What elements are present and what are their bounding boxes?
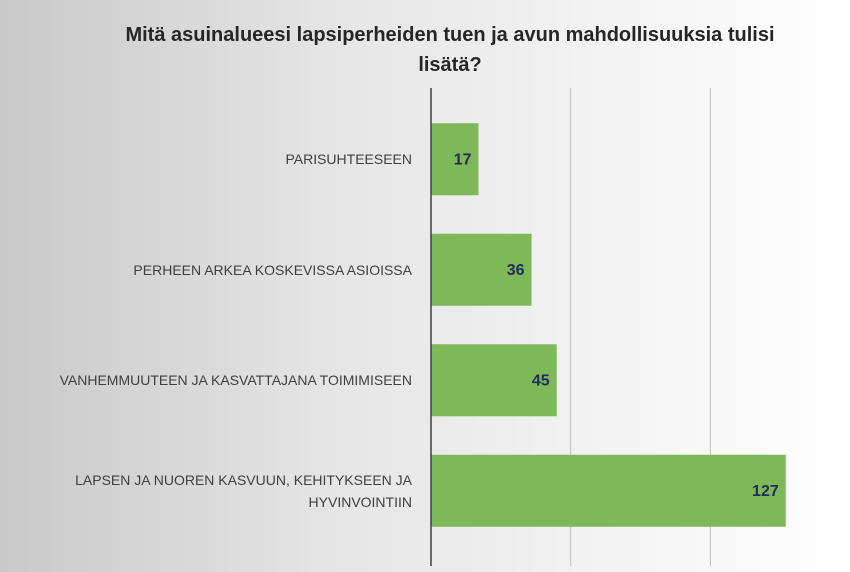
category-label: PARISUHTEESEEN (285, 151, 412, 168)
category-label: PERHEEN ARKEA KOSKEVISSA ASIOISSA (133, 261, 412, 278)
chart-title: Mitä asuinalueesi lapsiperheiden tuen ja… (125, 24, 775, 76)
bar (431, 233, 532, 306)
bar (431, 454, 786, 527)
value-label: 36 (507, 262, 525, 279)
category-label: VANHEMMUUTEEN JA KASVATTAJANA TOIMIMISEE… (59, 372, 412, 389)
bar (431, 344, 557, 417)
value-label: 127 (752, 483, 779, 500)
bar (431, 123, 479, 196)
value-label: 17 (454, 151, 472, 168)
category-label: LAPSEN JA NUOREN KASVUUN, KEHITYKSEEN JA… (75, 471, 412, 510)
value-label: 45 (532, 372, 550, 389)
